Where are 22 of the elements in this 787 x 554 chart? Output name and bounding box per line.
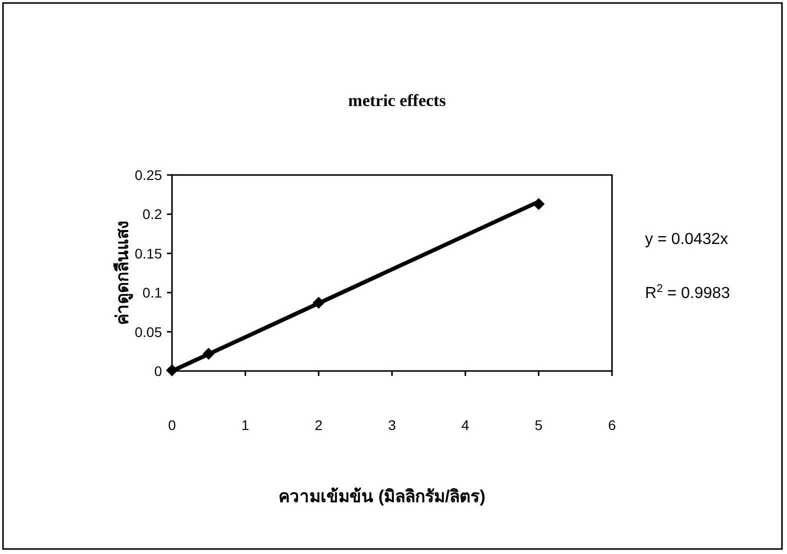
x-tick-label: 1 (241, 417, 250, 433)
x-tick-label: 4 (461, 417, 470, 433)
x-tick-label: 2 (314, 417, 323, 433)
point (166, 364, 178, 376)
y-tick-label: 0.2 (142, 206, 162, 222)
chart-title: metric effects (348, 91, 446, 110)
y-tick-label: 0.1 (142, 284, 162, 301)
y-tick-label: 0.05 (134, 324, 162, 340)
x-axis-title: ความเข้มข้น (มิลลิกรัม/ลิตร) (278, 487, 486, 506)
x-tick-label: 3 (388, 417, 396, 433)
y-tick-label: 0.15 (134, 245, 162, 262)
point (202, 348, 215, 360)
point (312, 296, 325, 309)
text: R$^{2}$ = 0.9983 (645, 283, 730, 302)
text: y = 0.0432x (645, 231, 728, 248)
y-tick-label: 0.25 (134, 167, 162, 183)
y-tick-label: 0 (154, 363, 162, 379)
x-tick-label: 5 (534, 417, 543, 433)
point (532, 198, 545, 210)
y-axis-title: ค่าดูดกลืนแสง (112, 221, 134, 325)
x-tick-label: 0 (168, 417, 176, 433)
x-tick-label: 6 (608, 417, 616, 433)
